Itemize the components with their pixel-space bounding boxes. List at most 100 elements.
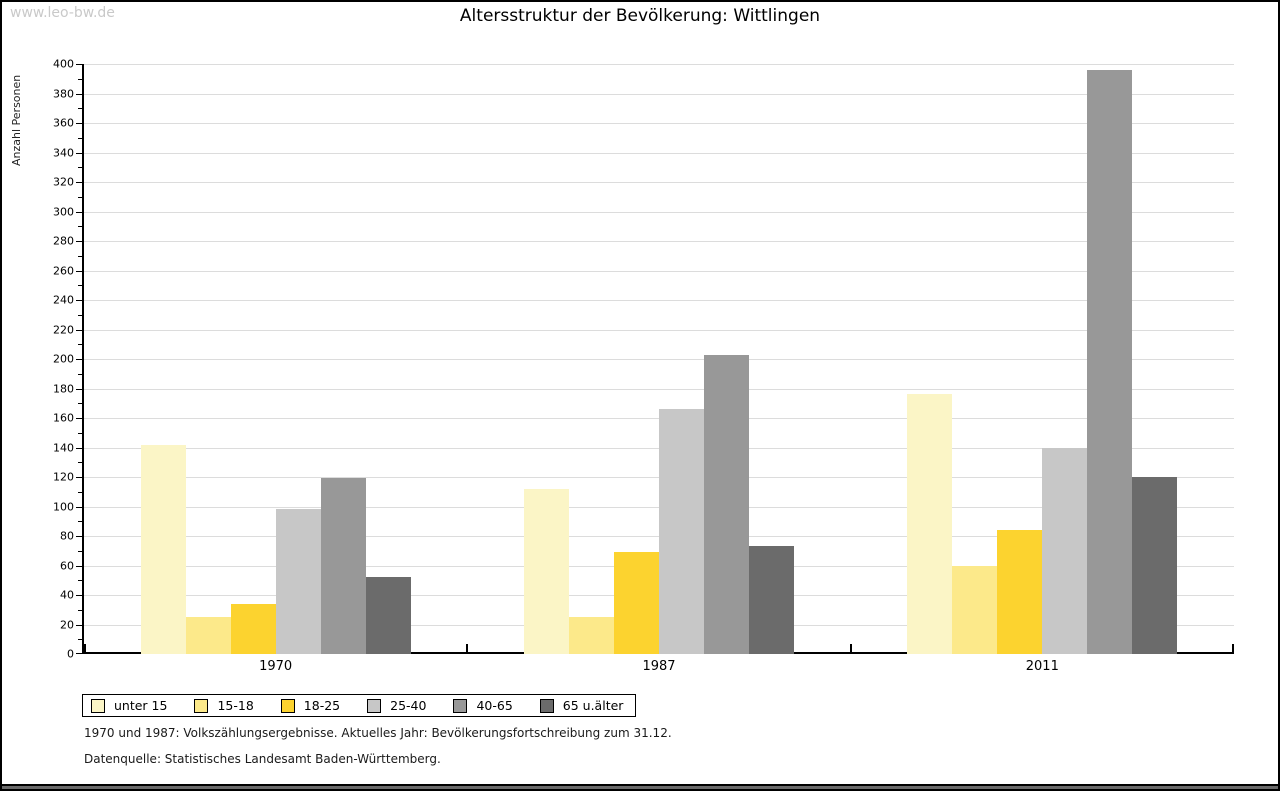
legend-swatch-18-25 <box>280 698 295 713</box>
y-tick-label: 40 <box>60 588 74 602</box>
y-tick-label: 240 <box>53 293 74 307</box>
y-axis-major-tick <box>76 565 82 567</box>
y-axis-minor-tick <box>78 403 82 405</box>
y-axis-major-tick <box>76 300 82 301</box>
y-axis-major-tick <box>76 123 82 124</box>
x-tick-label-1987: 1987 <box>642 659 676 674</box>
x-axis-tick <box>1232 644 1234 652</box>
bar-40-65-2011 <box>1087 69 1133 654</box>
gridline <box>84 241 1234 242</box>
bar-unter-15-2011 <box>907 394 953 654</box>
y-axis-major-tick <box>76 418 82 419</box>
bar-18-25-1970 <box>230 603 276 654</box>
bar-unter-15-1970 <box>140 444 186 654</box>
legend-item-65-u-lter: 65 u.älter <box>539 698 624 713</box>
legend-item-18-25: 18-25 <box>280 698 341 713</box>
legend-swatch-65-u-lter <box>539 698 554 713</box>
bar-25-40-1970 <box>275 509 321 654</box>
bar-25-40-2011 <box>1042 447 1088 654</box>
bar-15-18-1970 <box>185 617 231 654</box>
y-axis-minor-tick <box>78 639 82 641</box>
y-axis-major-tick <box>76 93 82 95</box>
legend-item-unter-15: unter 15 <box>91 698 167 713</box>
y-tick-label: 260 <box>53 264 74 277</box>
legend-item-15-18: 15-18 <box>194 698 254 713</box>
y-axis-major-tick <box>76 270 82 272</box>
chart-title: Altersstruktur der Bevölkerung: Wittling… <box>459 6 821 26</box>
y-tick-label: 160 <box>53 411 74 425</box>
x-axis-tick <box>466 644 469 652</box>
x-tick-label-2011: 2011 <box>1025 659 1059 674</box>
legend-label-25-40: 25-40 <box>390 698 427 713</box>
y-axis-minor-tick <box>78 432 82 434</box>
y-axis-major-tick <box>76 595 82 596</box>
y-tick-label: 20 <box>60 618 74 631</box>
y-tick-label: 60 <box>60 559 74 572</box>
y-tick-label: 280 <box>53 234 74 248</box>
bar-65-u-lter-1987 <box>749 546 794 654</box>
y-axis-minor-tick <box>78 373 82 375</box>
y-axis-major-tick <box>76 536 82 537</box>
y-tick-label: 320 <box>53 175 74 189</box>
gridline <box>84 93 1234 95</box>
y-tick-label: 120 <box>53 470 74 484</box>
y-axis-minor-tick <box>78 462 82 464</box>
footnote-data-source: Datenquelle: Statistisches Landesamt Bad… <box>84 752 441 766</box>
y-axis-minor-tick <box>78 521 82 523</box>
y-tick-label: 380 <box>53 87 74 100</box>
y-axis-major-tick <box>76 329 82 331</box>
y-axis-label: Anzahl Personen <box>10 74 23 166</box>
y-tick-label: 340 <box>53 146 74 159</box>
x-axis-tick <box>849 644 852 652</box>
y-axis-major-tick <box>76 182 82 183</box>
legend-label-18-25: 18-25 <box>303 698 341 713</box>
y-tick-label: 300 <box>53 205 74 218</box>
legend-item-40-65: 40-65 <box>453 698 513 713</box>
y-axis-major-tick <box>76 152 82 154</box>
x-axis-tick <box>84 644 86 652</box>
y-axis-minor-tick <box>78 285 82 287</box>
y-tick-label: 400 <box>53 57 74 71</box>
plot-area: 0 20 40 60 80 100 120 140 160 180 200 220 240 260 280 3… <box>53 58 1234 674</box>
y-axis-minor-tick <box>78 550 82 552</box>
bottom-strip <box>2 784 1278 789</box>
y-axis-major-tick <box>76 388 82 390</box>
gridline <box>84 123 1234 124</box>
y-axis-minor-tick <box>78 344 82 346</box>
gridline <box>84 270 1234 272</box>
gridline <box>84 388 1234 390</box>
bar-18-25-1987 <box>614 552 659 654</box>
legend-label-15-18: 15-18 <box>217 698 254 713</box>
y-axis-minor-tick <box>78 108 82 110</box>
y-axis-minor-tick <box>78 167 82 169</box>
y-axis-major-tick <box>76 653 82 654</box>
gridline <box>84 64 1234 65</box>
legend: unter 15 15-18 18-25 25-40 40-65 65 u.älter <box>82 694 637 717</box>
y-axis-line <box>82 64 84 654</box>
bar-15-18-2011 <box>952 565 998 654</box>
y-axis-major-tick <box>76 241 82 242</box>
bar-65-u-lter-2011 <box>1132 477 1178 654</box>
y-tick-label: 140 <box>53 441 74 454</box>
y-tick-label: 80 <box>60 529 74 543</box>
legend-label-65-u-lter: 65 u.älter <box>562 698 624 713</box>
y-tick-label: 360 <box>53 116 74 130</box>
bar-18-25-2011 <box>997 530 1043 654</box>
y-axis-major-tick <box>76 211 82 213</box>
y-axis-minor-tick <box>78 255 82 257</box>
y-axis-minor-tick <box>78 491 82 493</box>
legend-label-unter-15: unter 15 <box>114 698 168 713</box>
gridline <box>84 152 1234 154</box>
x-tick-label-1970: 1970 <box>259 659 293 674</box>
bar-65-u-lter-1970 <box>365 577 411 654</box>
y-axis-minor-tick <box>78 580 82 582</box>
gridline <box>84 329 1234 331</box>
watermark: www.leo-bw.de <box>10 5 115 21</box>
gridline <box>84 211 1234 213</box>
gridline <box>84 182 1234 183</box>
legend-label-40-65: 40-65 <box>476 698 513 713</box>
y-axis-major-tick <box>76 624 82 626</box>
bar-25-40-1987 <box>659 409 704 654</box>
gridline <box>84 359 1234 360</box>
